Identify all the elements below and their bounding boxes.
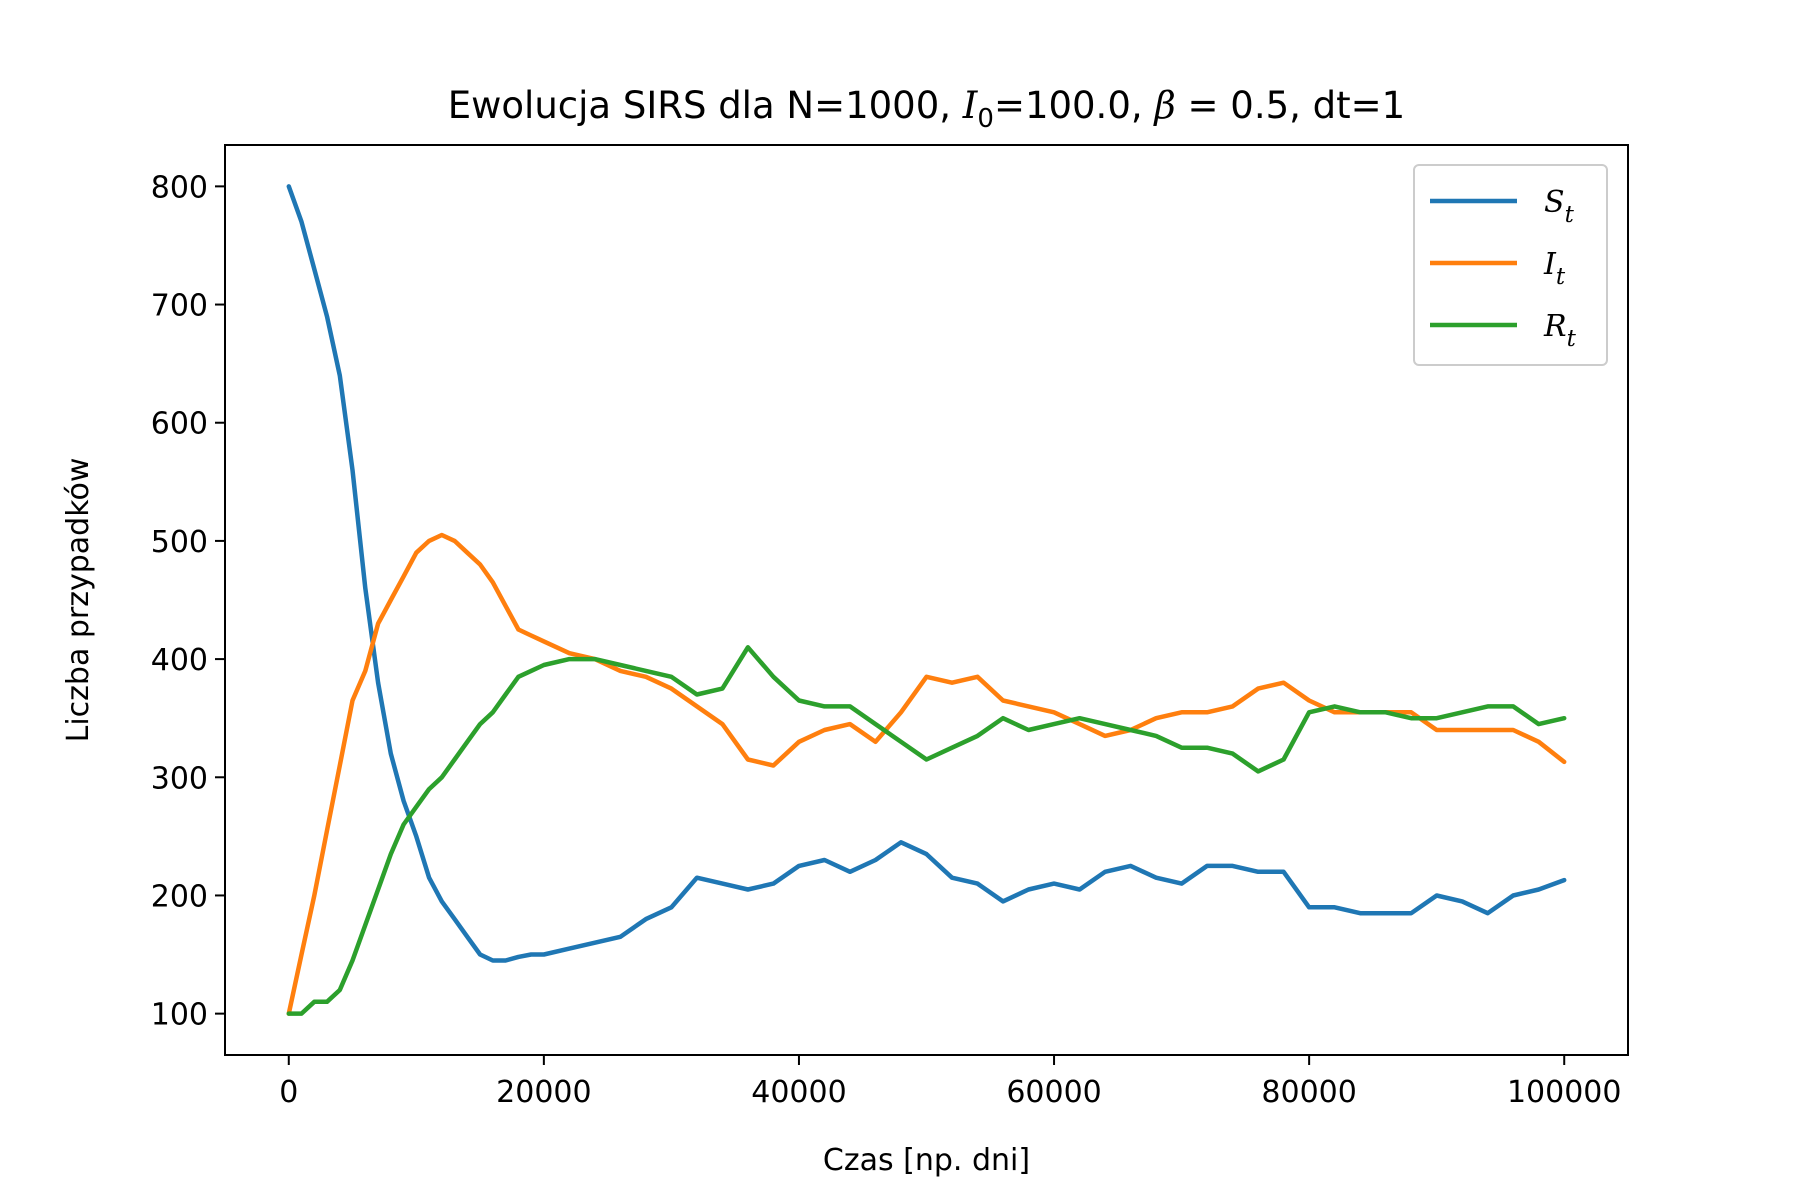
x-tick-label: 40000 bbox=[751, 1075, 846, 1110]
y-tick-label: 700 bbox=[151, 289, 208, 324]
y-tick-label: 500 bbox=[151, 525, 208, 560]
x-tick-label: 80000 bbox=[1261, 1075, 1356, 1110]
title-i-symbol: I bbox=[962, 84, 979, 127]
series-line-i bbox=[286, 532, 1567, 1016]
legend-label-i: It bbox=[1543, 247, 1566, 290]
x-tick-label: 60000 bbox=[1006, 1075, 1101, 1110]
series-lines bbox=[286, 184, 1567, 1016]
y-tick-label: 200 bbox=[151, 879, 208, 914]
x-axis-ticks: 0 20000 40000 60000 80000 100000 bbox=[279, 1055, 1621, 1110]
series-line-r bbox=[286, 645, 1567, 1016]
y-tick-label: 800 bbox=[151, 170, 208, 205]
plot-frame bbox=[224, 144, 1629, 1056]
chart-title: Ewolucja SIRS dla N=1000, I0=100.0, β = … bbox=[448, 84, 1405, 134]
title-beta-symbol: β bbox=[1152, 84, 1175, 127]
x-tick-label: 100000 bbox=[1507, 1075, 1622, 1110]
title-subscript: 0 bbox=[977, 104, 994, 134]
y-tick-label: 600 bbox=[151, 407, 208, 442]
title-middle-text: =100.0, bbox=[994, 84, 1154, 127]
x-tick-label: 0 bbox=[279, 1075, 298, 1110]
x-tick-label: 20000 bbox=[496, 1075, 591, 1110]
legend-label-s: St bbox=[1544, 185, 1575, 228]
legend-label-r: Rt bbox=[1543, 309, 1577, 352]
y-tick-label: 400 bbox=[151, 643, 208, 678]
y-axis-ticks: 100 200 300 400 500 600 700 800 bbox=[151, 170, 225, 1033]
legend: St It Rt bbox=[1413, 164, 1608, 366]
y-tick-label: 300 bbox=[151, 761, 208, 796]
x-axis-label: Czas [np. dni] bbox=[823, 1143, 1030, 1178]
y-tick-label: 100 bbox=[151, 998, 208, 1033]
y-axis-label: Liczba przypadków bbox=[61, 458, 96, 743]
series-line-s bbox=[286, 184, 1567, 963]
